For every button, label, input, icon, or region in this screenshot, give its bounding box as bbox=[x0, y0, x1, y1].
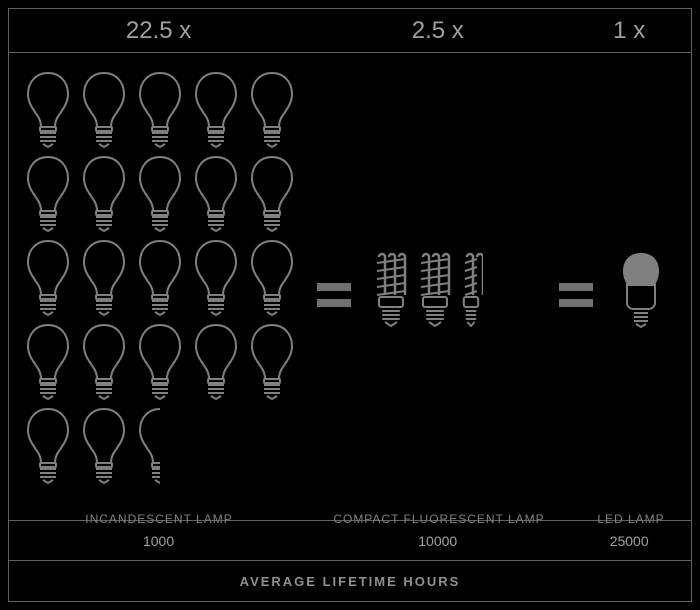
incandescent-bulb-icon bbox=[135, 407, 185, 485]
equals-icon bbox=[559, 283, 593, 315]
incandescent-bulb-icon bbox=[191, 155, 241, 233]
incandescent-bulb-icon bbox=[135, 323, 185, 401]
led-bulb-icon bbox=[617, 251, 665, 329]
infographic-frame: 22.5 x 2.5 x 1 x bbox=[8, 8, 692, 602]
label-cfl: COMPACT FLUORESCENT LAMP bbox=[309, 512, 569, 526]
footer-label: AVERAGE LIFETIME HOURS bbox=[9, 561, 691, 601]
incandescent-bulb-icon bbox=[135, 155, 185, 233]
cfl-bulb-icon bbox=[459, 251, 483, 329]
incandescent-bulb-icon bbox=[79, 323, 129, 401]
incandescent-bulb-icon bbox=[191, 71, 241, 149]
incandescent-bulb-icon bbox=[23, 71, 73, 149]
cfl-bulb-icon bbox=[415, 251, 455, 329]
led-group bbox=[617, 251, 665, 329]
cfl-bulb-icon bbox=[371, 251, 411, 329]
label-led: LED LAMP bbox=[569, 512, 693, 526]
incandescent-bulb-icon bbox=[247, 71, 297, 149]
incandescent-bulb-icon bbox=[79, 71, 129, 149]
multiplier-cfl: 2.5 x bbox=[308, 17, 567, 45]
label-incandescent: INCANDESCENT LAMP bbox=[9, 512, 309, 526]
multiplier-row: 22.5 x 2.5 x 1 x bbox=[9, 9, 691, 53]
incandescent-bulb-icon bbox=[79, 239, 129, 317]
incandescent-bulb-icon bbox=[191, 239, 241, 317]
incandescent-bulb-icon bbox=[191, 323, 241, 401]
incandescent-bulb-icon bbox=[23, 323, 73, 401]
cfl-group bbox=[371, 251, 483, 329]
hours-row: 1000 10000 25000 bbox=[9, 521, 691, 561]
incandescent-bulb-icon bbox=[135, 239, 185, 317]
hours-cfl: 10000 bbox=[308, 533, 567, 549]
incandescent-bulb-icon bbox=[23, 239, 73, 317]
incandescent-grid bbox=[23, 71, 303, 491]
incandescent-bulb-icon bbox=[247, 155, 297, 233]
incandescent-bulb-icon bbox=[23, 407, 73, 485]
hours-led: 25000 bbox=[567, 533, 691, 549]
multiplier-led: 1 x bbox=[567, 17, 691, 45]
incandescent-bulb-icon bbox=[247, 323, 297, 401]
incandescent-bulb-icon bbox=[79, 407, 129, 485]
incandescent-bulb-icon bbox=[79, 155, 129, 233]
incandescent-bulb-icon bbox=[23, 155, 73, 233]
hours-incandescent: 1000 bbox=[9, 533, 308, 549]
incandescent-bulb-icon bbox=[247, 239, 297, 317]
incandescent-bulb-icon bbox=[135, 71, 185, 149]
multiplier-incandescent: 22.5 x bbox=[9, 17, 308, 45]
equals-icon bbox=[317, 283, 351, 315]
lamp-visual-row: INCANDESCENT LAMP COMPACT FLUORESCENT LA… bbox=[9, 53, 691, 521]
